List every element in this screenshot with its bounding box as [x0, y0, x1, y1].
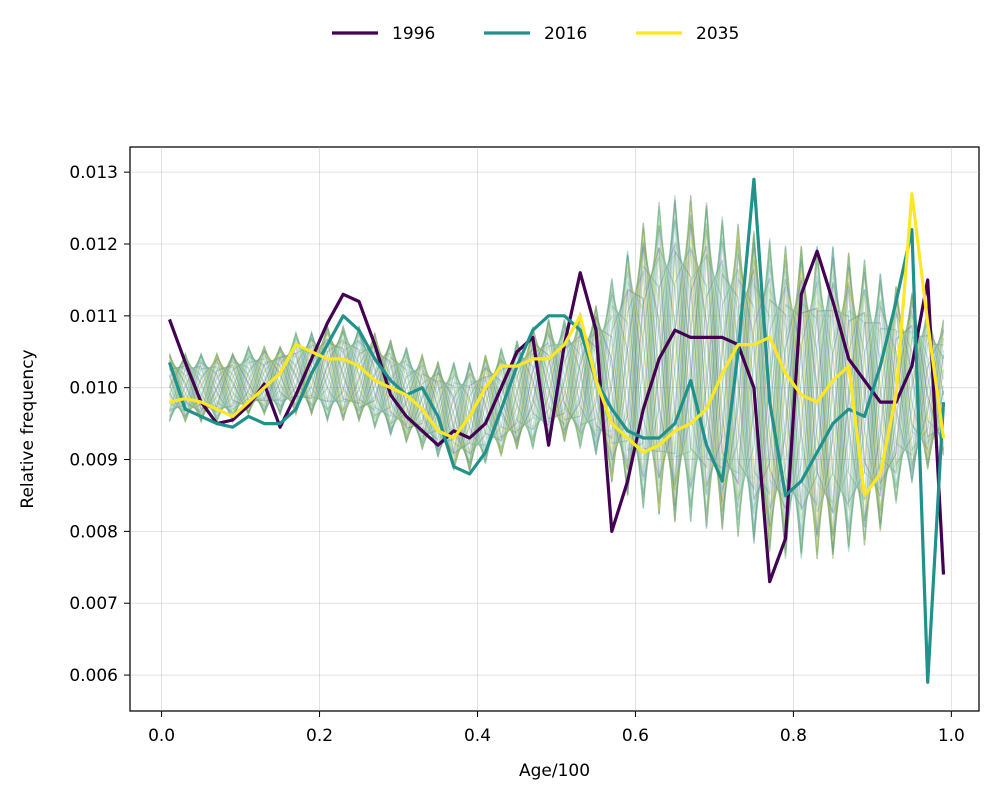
legend: 1996 2016 2035	[332, 24, 739, 44]
background-series-line	[169, 203, 945, 557]
background-series-line	[169, 195, 944, 545]
x-tick-label: 0.6	[622, 726, 649, 746]
y-tick-label: 0.013	[69, 163, 118, 183]
background-series-line	[168, 202, 945, 558]
y-tick-label: 0.011	[69, 307, 118, 327]
grid	[130, 147, 979, 711]
x-tick-label: 1.0	[938, 726, 965, 746]
y-tick-label: 0.012	[69, 235, 118, 255]
series-line-2035	[169, 192, 946, 498]
series-lines	[167, 177, 946, 684]
background-series-line	[168, 240, 945, 546]
background-series-line	[168, 205, 945, 554]
legend-label-1996: 1996	[392, 24, 435, 44]
background-series-line	[168, 202, 945, 559]
y-axis-label: Relative frequency	[18, 349, 38, 508]
x-axis: 0.0 0.2 0.4 0.6 0.8 1.0	[148, 711, 965, 746]
background-series-line	[168, 208, 945, 556]
y-tick-label: 0.009	[69, 451, 118, 471]
legend-label-2016: 2016	[544, 24, 587, 44]
background-series-line	[169, 235, 945, 551]
background-series-line	[169, 200, 945, 554]
background-series-line	[168, 225, 945, 548]
background-series-line	[169, 223, 944, 560]
plot-frame	[129, 146, 980, 712]
y-tick-label: 0.008	[69, 522, 118, 542]
background-series-line	[168, 216, 945, 559]
x-axis-label: Age/100	[519, 761, 590, 781]
x-tick-label: 0.4	[464, 726, 491, 746]
background-series-line	[168, 206, 945, 536]
x-tick-label: 0.2	[306, 726, 333, 746]
y-tick-label: 0.010	[69, 379, 118, 399]
series-line-1996	[167, 249, 946, 584]
legend-label-2035: 2035	[696, 24, 739, 44]
x-tick-label: 0.8	[780, 726, 807, 746]
background-series-line	[169, 230, 944, 559]
background-series-line	[168, 231, 945, 548]
y-axis: 0.006 0.007 0.008 0.009 0.010 0.011 0.012 0.013	[69, 163, 130, 686]
y-tick-label: 0.006	[69, 666, 118, 686]
series-line-2016	[167, 177, 946, 684]
y-tick-label: 0.007	[69, 594, 118, 614]
background-series-line	[169, 232, 944, 555]
background-lines	[168, 195, 945, 560]
background-series-line	[168, 218, 945, 544]
x-tick-label: 0.0	[148, 726, 175, 746]
